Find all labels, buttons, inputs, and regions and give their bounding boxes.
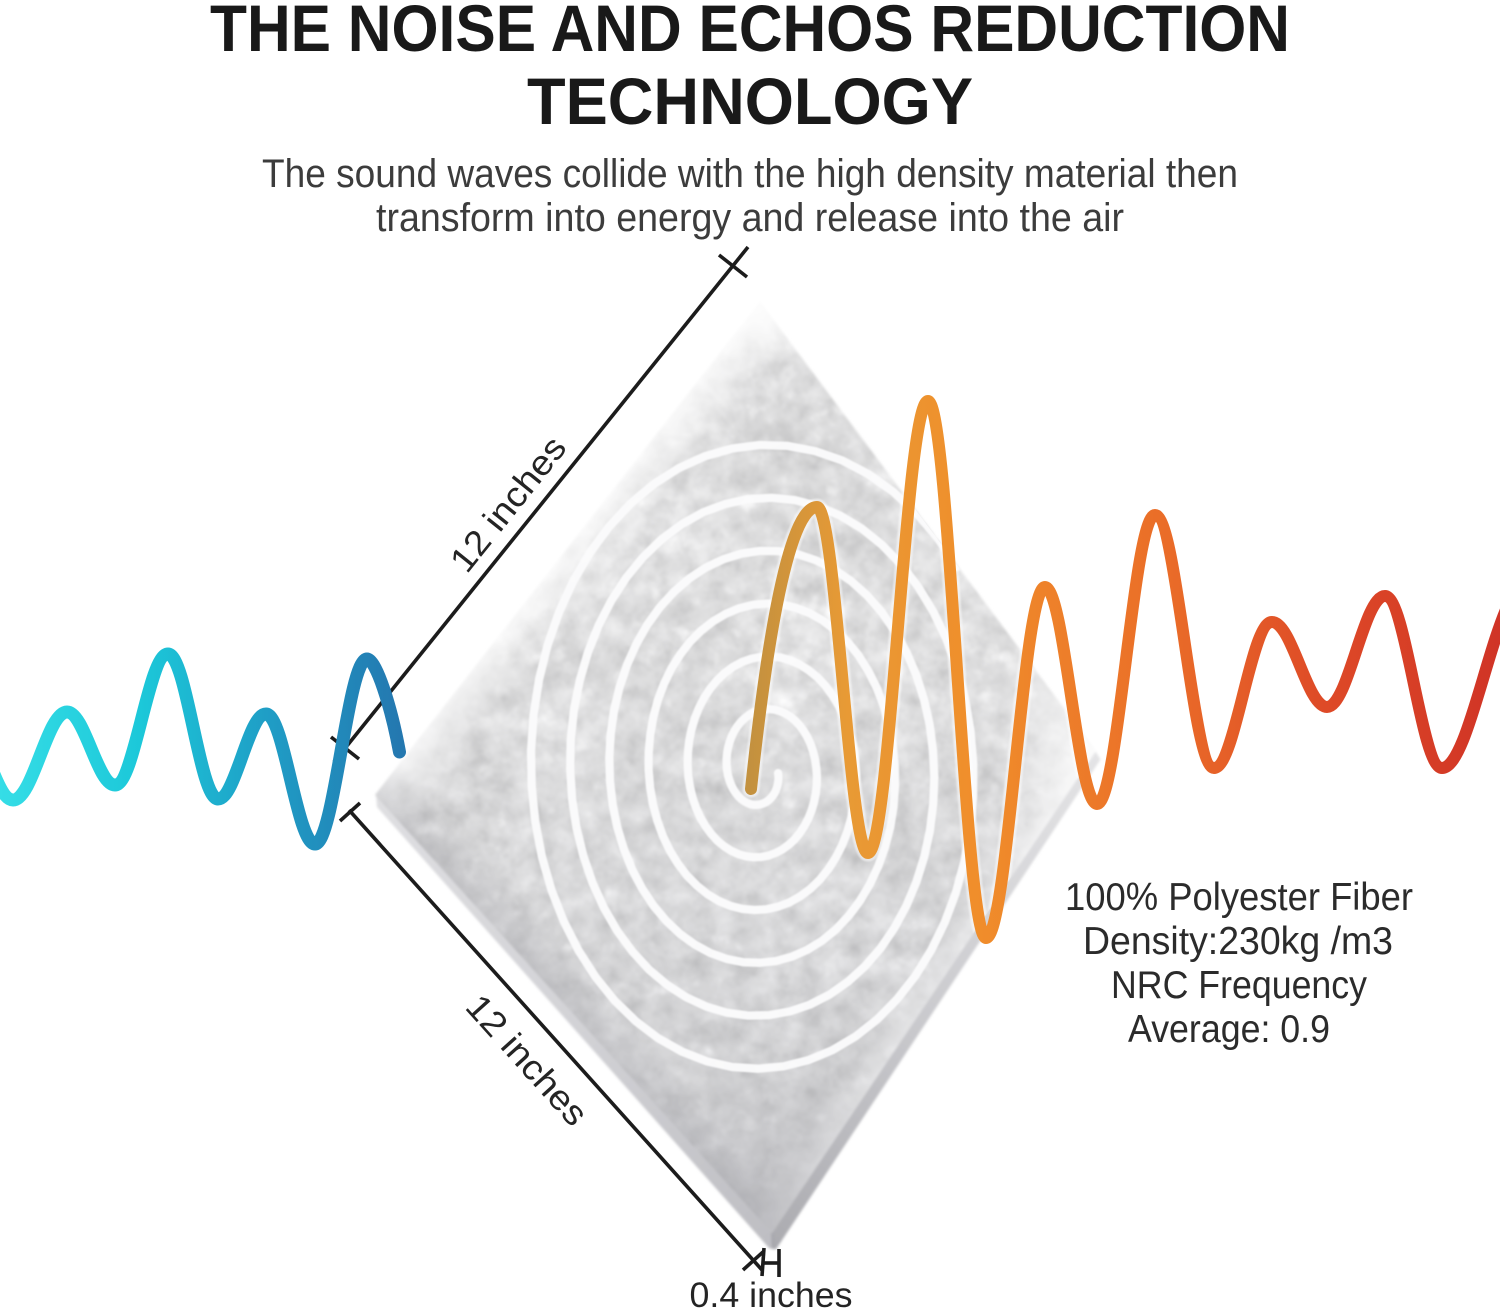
svg-text:0.4 inches: 0.4 inches — [690, 1276, 853, 1313]
svg-text:Density:230kg /m3: Density:230kg /m3 — [1083, 920, 1393, 963]
svg-text:NRC Frequency: NRC Frequency — [1111, 964, 1367, 1007]
svg-text:12 inches: 12 inches — [443, 429, 575, 580]
svg-text:Average: 0.9: Average: 0.9 — [1128, 1008, 1330, 1051]
svg-text:TECHNOLOGY: TECHNOLOGY — [527, 64, 973, 138]
svg-text:THE NOISE AND ECHOS REDUCTION: THE NOISE AND ECHOS REDUCTION — [210, 0, 1290, 65]
svg-text:The sound waves collide with t: The sound waves collide with the high de… — [262, 152, 1238, 196]
svg-text:100% Polyester Fiber: 100% Polyester Fiber — [1065, 876, 1413, 919]
svg-text:transform into energy and rele: transform into energy and release into t… — [376, 196, 1124, 240]
